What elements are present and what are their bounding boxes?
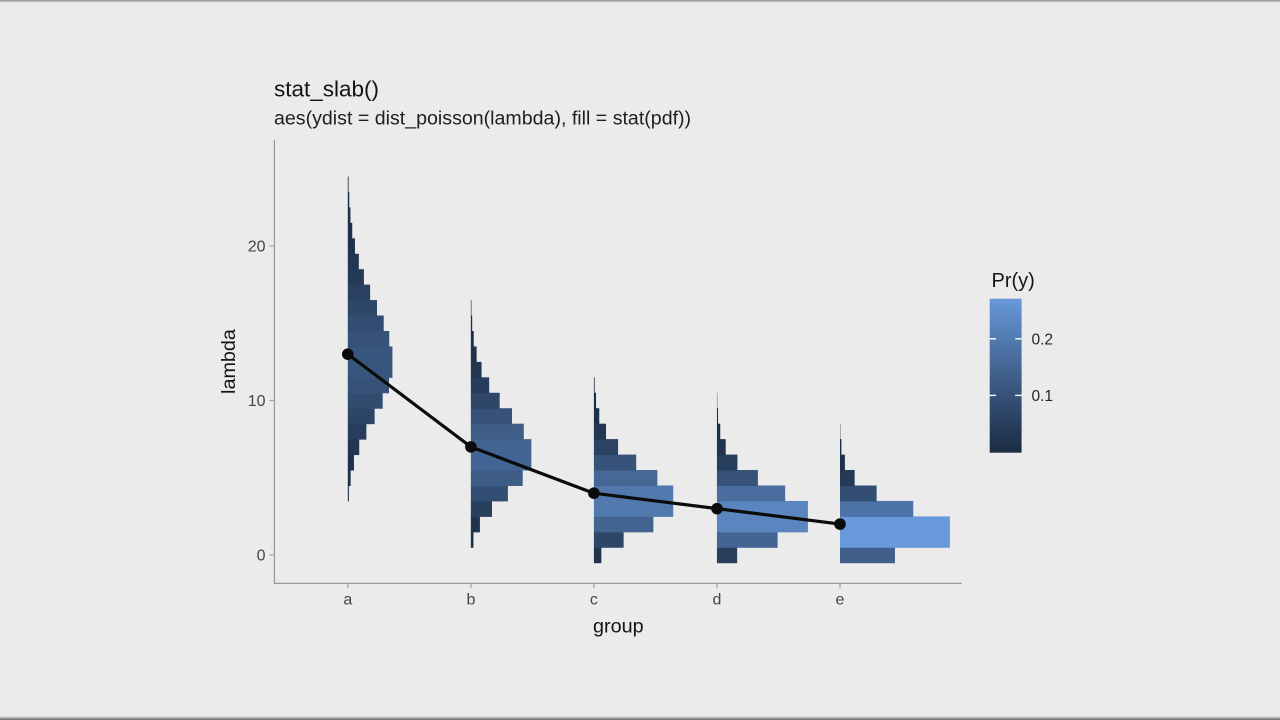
svg-text:Pr(y): Pr(y) — [992, 270, 1035, 292]
svg-text:d: d — [713, 592, 722, 609]
svg-text:group: group — [593, 616, 644, 638]
svg-text:e: e — [836, 592, 845, 609]
svg-text:0: 0 — [257, 548, 266, 565]
svg-text:0.2: 0.2 — [1032, 332, 1054, 349]
svg-text:aes(ydist = dist_poisson(lambd: aes(ydist = dist_poisson(lambda), fill =… — [274, 107, 691, 129]
svg-text:stat_slab(): stat_slab() — [274, 77, 379, 102]
svg-text:20: 20 — [248, 239, 266, 256]
svg-text:b: b — [466, 592, 475, 609]
svg-text:c: c — [590, 592, 598, 609]
svg-text:a: a — [343, 592, 352, 609]
svg-text:10: 10 — [248, 393, 266, 410]
svg-text:lambda: lambda — [218, 329, 240, 394]
svg-text:0.1: 0.1 — [1032, 388, 1054, 405]
